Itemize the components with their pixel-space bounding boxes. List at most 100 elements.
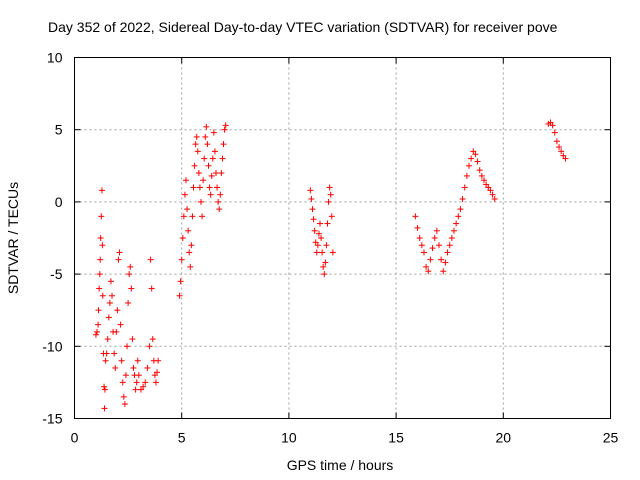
data-point bbox=[468, 155, 475, 162]
data-point bbox=[440, 268, 447, 275]
data-point bbox=[433, 227, 440, 234]
data-point bbox=[416, 235, 423, 241]
data-point bbox=[216, 206, 223, 213]
data-point bbox=[102, 357, 109, 364]
data-point bbox=[144, 364, 151, 371]
data-point bbox=[142, 379, 149, 386]
data-point bbox=[121, 401, 128, 408]
data-point bbox=[218, 170, 225, 177]
data-point bbox=[438, 256, 445, 263]
data-point bbox=[101, 405, 108, 412]
data-point bbox=[104, 336, 111, 343]
y-tick-label: 5 bbox=[55, 122, 63, 138]
data-point bbox=[117, 321, 124, 328]
data-point bbox=[219, 155, 226, 162]
data-point bbox=[431, 235, 438, 241]
data-point bbox=[444, 249, 451, 256]
data-point bbox=[186, 249, 193, 256]
data-point bbox=[127, 263, 134, 270]
y-tick-label: -15 bbox=[42, 411, 62, 427]
chart-title: Day 352 of 2022, Sidereal Day-to-day VTE… bbox=[48, 19, 558, 35]
data-point bbox=[463, 172, 470, 179]
data-point bbox=[149, 336, 156, 343]
y-tick-label: -10 bbox=[42, 338, 62, 354]
data-point bbox=[315, 230, 322, 237]
data-point bbox=[207, 191, 214, 198]
x-tick-label: 25 bbox=[603, 430, 619, 446]
data-point bbox=[187, 263, 194, 270]
data-point bbox=[322, 259, 329, 266]
data-point bbox=[99, 242, 106, 249]
data-point bbox=[204, 141, 211, 148]
data-point bbox=[97, 256, 104, 263]
data-point bbox=[119, 379, 126, 386]
x-tick-labels: 0 5 10 15 20 25 bbox=[71, 430, 619, 446]
data-point bbox=[435, 242, 442, 249]
data-point bbox=[200, 177, 207, 184]
data-point bbox=[154, 369, 161, 376]
data-point bbox=[179, 235, 186, 241]
data-point bbox=[321, 271, 328, 278]
data-point bbox=[98, 213, 105, 220]
data-point bbox=[192, 141, 199, 148]
data-point bbox=[325, 198, 332, 205]
data-point bbox=[210, 129, 217, 136]
data-point bbox=[313, 249, 320, 256]
data-point bbox=[429, 245, 436, 252]
data-point bbox=[427, 256, 434, 263]
y-tick-labels: -15 -10 -5 0 5 10 bbox=[42, 50, 62, 427]
y-axis-label: SDTVAR / TECUs bbox=[5, 182, 21, 294]
data-point bbox=[203, 123, 210, 130]
data-point bbox=[134, 357, 141, 364]
data-point bbox=[101, 383, 108, 390]
data-point bbox=[98, 187, 105, 194]
data-point bbox=[423, 263, 430, 270]
data-point bbox=[180, 213, 187, 220]
data-point bbox=[329, 249, 336, 256]
data-point bbox=[450, 227, 457, 234]
data-point bbox=[418, 242, 425, 249]
data-point bbox=[190, 184, 197, 191]
data-point bbox=[420, 249, 427, 256]
data-point bbox=[220, 141, 227, 148]
x-tick-label: 0 bbox=[71, 430, 79, 446]
data-point bbox=[140, 383, 147, 390]
data-point bbox=[201, 155, 208, 162]
data-point bbox=[489, 191, 496, 198]
data-point bbox=[99, 292, 106, 299]
data-point bbox=[124, 343, 131, 350]
data-point bbox=[442, 259, 449, 266]
data-point bbox=[209, 155, 216, 162]
data-point bbox=[320, 263, 327, 270]
data-point bbox=[133, 379, 140, 386]
data-point bbox=[181, 191, 188, 198]
data-point bbox=[182, 177, 189, 184]
data-point bbox=[205, 162, 212, 169]
data-point bbox=[189, 213, 196, 220]
data-point bbox=[208, 172, 215, 179]
data-point bbox=[103, 350, 110, 357]
data-point bbox=[125, 299, 132, 306]
data-point bbox=[414, 224, 421, 231]
data-point bbox=[197, 198, 204, 205]
data-point bbox=[191, 162, 198, 169]
x-tick-label: 20 bbox=[496, 430, 512, 446]
data-point bbox=[196, 184, 203, 191]
data-point bbox=[184, 206, 191, 213]
data-point bbox=[94, 328, 101, 335]
data-point bbox=[327, 191, 334, 198]
data-point bbox=[481, 177, 488, 184]
data-point bbox=[206, 184, 213, 191]
data-point bbox=[178, 256, 185, 263]
data-point bbox=[128, 285, 135, 292]
data-point bbox=[221, 126, 228, 133]
data-point bbox=[106, 299, 113, 306]
data-point bbox=[152, 379, 159, 386]
data-point bbox=[461, 184, 468, 191]
data-point bbox=[177, 278, 184, 285]
data-point bbox=[105, 314, 112, 321]
data-point bbox=[215, 198, 222, 205]
x-tick-label: 15 bbox=[388, 430, 404, 446]
x-axis-label: GPS time / hours bbox=[287, 457, 394, 473]
data-point bbox=[558, 148, 565, 155]
